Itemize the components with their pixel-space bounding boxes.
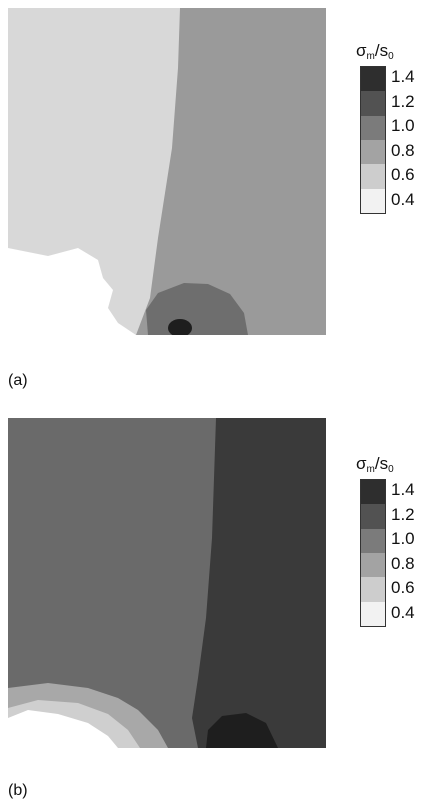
legend-title-divisor-subscript: 0: [388, 51, 394, 62]
colorbar-segment-1-4: [361, 67, 385, 92]
colorbar-segment-0-4: [361, 188, 385, 213]
colorbar-segment-1-0: [361, 528, 385, 553]
contour-map-a-svg: [8, 8, 326, 335]
caption-b: (b): [8, 782, 28, 799]
colorbar-tick-label: 1.2: [391, 505, 415, 524]
legend-title-subscript: m: [366, 51, 375, 62]
legend-title-symbol: σ: [356, 454, 367, 473]
contour-map-b: [8, 418, 326, 748]
region-level-1-4-b: [206, 713, 278, 748]
colorbar-tick-label: 0.6: [391, 165, 415, 184]
colorbar-tick-label: 0.8: [391, 554, 415, 573]
colorbar-tick-label: 0.6: [391, 578, 415, 597]
colorbar-segment-1-2: [361, 91, 385, 116]
legend-title-divisor-subscript: 0: [388, 464, 394, 475]
colorbar-tick-label: 1.4: [391, 480, 415, 499]
region-level-1-4-a: [168, 319, 192, 335]
colorbar-tick-label: 0.8: [391, 141, 415, 160]
region-level-0-4-b: [8, 710, 118, 748]
colorbar-segment-0-6: [361, 577, 385, 602]
legend-title-a: σm/s0: [356, 38, 436, 64]
colorbar-tick-label: 1.0: [391, 529, 415, 548]
legend-title-b: σm/s0: [356, 451, 436, 477]
colorbar-tick-label: 0.4: [391, 603, 415, 622]
colorbar-segment-1-0: [361, 115, 385, 140]
colorbar-a: [360, 66, 386, 214]
legend-title-divisor: /s: [374, 41, 389, 60]
region-level-1-2-b: [192, 418, 326, 748]
colorbar-tick-label: 1.4: [391, 67, 415, 86]
colorbar-segment-0-6: [361, 164, 385, 189]
colorbar-segment-0-8: [361, 139, 385, 165]
contour-map-b-svg: [8, 418, 326, 748]
legend-title-subscript: m: [366, 464, 375, 475]
colorbar-segment-1-2: [361, 504, 385, 529]
legend-body-b: 1.4 1.2 1.0 0.8 0.6 0.4: [356, 479, 436, 629]
legend-title-divisor: /s: [374, 454, 389, 473]
contour-map-a: [8, 8, 326, 335]
colorbar-segment-0-8: [361, 552, 385, 578]
colorbar-segment-0-4: [361, 601, 385, 626]
colorbar-legend-a: σm/s0 1.4 1.2 1.0 0.8 0.6 0.4: [356, 38, 436, 216]
legend-body-a: 1.4 1.2 1.0 0.8 0.6 0.4: [356, 66, 436, 216]
region-level-0-4-a: [8, 248, 136, 335]
colorbar-legend-b: σm/s0 1.4 1.2 1.0 0.8 0.6 0.4: [356, 451, 436, 629]
colorbar-segment-1-4: [361, 480, 385, 505]
region-level-0-6-a: [8, 8, 180, 335]
legend-title-symbol: σ: [356, 41, 367, 60]
colorbar-tick-label: 0.4: [391, 190, 415, 209]
colorbar-b: [360, 479, 386, 627]
caption-a: (a): [8, 372, 28, 389]
colorbar-tick-label: 1.0: [391, 116, 415, 135]
colorbar-tick-label: 1.2: [391, 92, 415, 111]
